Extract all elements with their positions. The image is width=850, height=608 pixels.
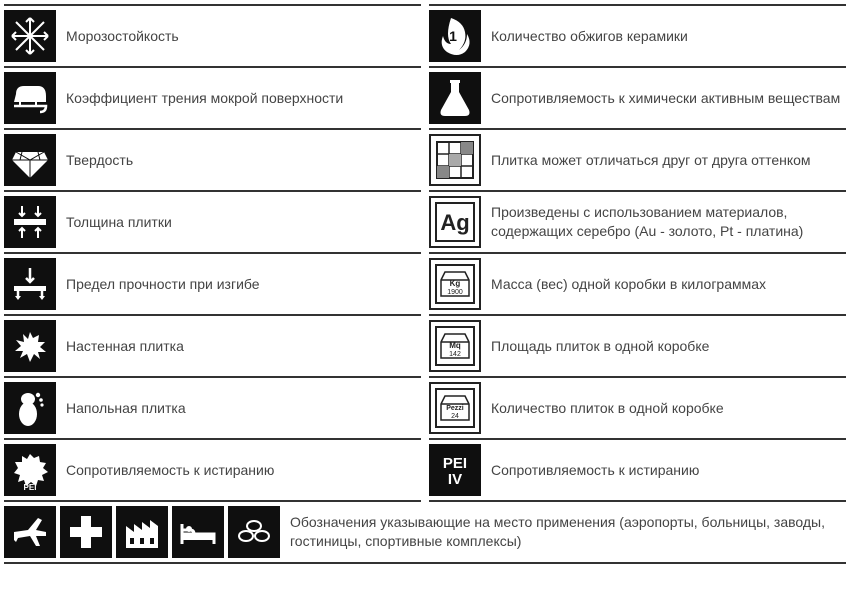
- legend-row: Сопротивляемость к химически активным ве…: [429, 68, 846, 130]
- legend-row: Плитка может отличаться друг от друга от…: [429, 130, 846, 192]
- right-column: Количество обжигов керамики Сопротивляемо…: [429, 4, 846, 502]
- bend-icon: [4, 258, 56, 310]
- diamond-icon: [4, 134, 56, 186]
- flame-icon: [429, 10, 481, 62]
- legend-label: Настенная плитка: [66, 337, 421, 356]
- shade-grid-icon: [429, 134, 481, 186]
- legend-row: Морозостойкость: [4, 4, 421, 68]
- legend-label: Количество плиток в одной коробке: [491, 399, 846, 418]
- legend-label: Сопротивляемость к истиранию: [66, 461, 421, 480]
- ag-icon: [429, 196, 481, 248]
- legend-row: Количество обжигов керамики: [429, 4, 846, 68]
- flask-icon: [429, 72, 481, 124]
- plane-icon: [4, 506, 56, 558]
- box-pezzi-icon: [429, 382, 481, 434]
- legend-label: Количество обжигов керамики: [491, 27, 846, 46]
- legend-row: Предел прочности при изгибе: [4, 254, 421, 316]
- thickness-icon: [4, 196, 56, 248]
- oval-marks-icon: [228, 506, 280, 558]
- legend-label: Коэффициент трения мокрой поверхности: [66, 89, 421, 108]
- foot-icon: [4, 382, 56, 434]
- plus-icon: [60, 506, 112, 558]
- legend-row: Твердость: [4, 130, 421, 192]
- factory-icon: [116, 506, 168, 558]
- box-mq-icon: [429, 320, 481, 372]
- left-column: Морозостойкость Коэффициент трения мокрой…: [4, 4, 421, 502]
- legend-label: Масса (вес) одной коробки в килограммах: [491, 275, 846, 294]
- skate-icon: [4, 72, 56, 124]
- box-kg-icon: [429, 258, 481, 310]
- pei-gear-icon: [4, 444, 56, 496]
- bed-icon: [172, 506, 224, 558]
- footer-icons: [4, 506, 280, 558]
- snowflake-icon: [4, 10, 56, 62]
- footer-label: Обозначения указывающие на место примене…: [290, 513, 846, 551]
- legend-label: Морозостойкость: [66, 27, 421, 46]
- footer-row: Обозначения указывающие на место примене…: [4, 502, 846, 564]
- legend-label: Толщина плитки: [66, 213, 421, 232]
- legend-row: Напольная плитка: [4, 378, 421, 440]
- legend-row: Коэффициент трения мокрой поверхности: [4, 68, 421, 130]
- legend-row: Количество плиток в одной коробке: [429, 378, 846, 440]
- legend-label: Сопротивляемость к истиранию: [491, 461, 846, 480]
- legend-label: Площадь плиток в одной коробке: [491, 337, 846, 356]
- legend-row: Настенная плитка: [4, 316, 421, 378]
- legend-label: Сопротивляемость к химически активным ве…: [491, 89, 846, 108]
- legend-label: Предел прочности при изгибе: [66, 275, 421, 294]
- legend-row: Сопротивляемость к истиранию: [429, 440, 846, 502]
- legend-label: Плитка может отличаться друг от друга от…: [491, 151, 846, 170]
- legend-label: Напольная плитка: [66, 399, 421, 418]
- legend-label: Твердость: [66, 151, 421, 170]
- hand-icon: [4, 320, 56, 372]
- legend-row: Толщина плитки: [4, 192, 421, 254]
- legend-row: Сопротивляемость к истиранию: [4, 440, 421, 502]
- legend-label: Произведены с использованием материалов,…: [491, 203, 846, 241]
- legend-row: Произведены с использованием материалов,…: [429, 192, 846, 254]
- legend-row: Масса (вес) одной коробки в килограммах: [429, 254, 846, 316]
- legend-row: Площадь плиток в одной коробке: [429, 316, 846, 378]
- icon-legend-grid: Морозостойкость Коэффициент трения мокрой…: [4, 4, 846, 502]
- pei-iv-icon: [429, 444, 481, 496]
